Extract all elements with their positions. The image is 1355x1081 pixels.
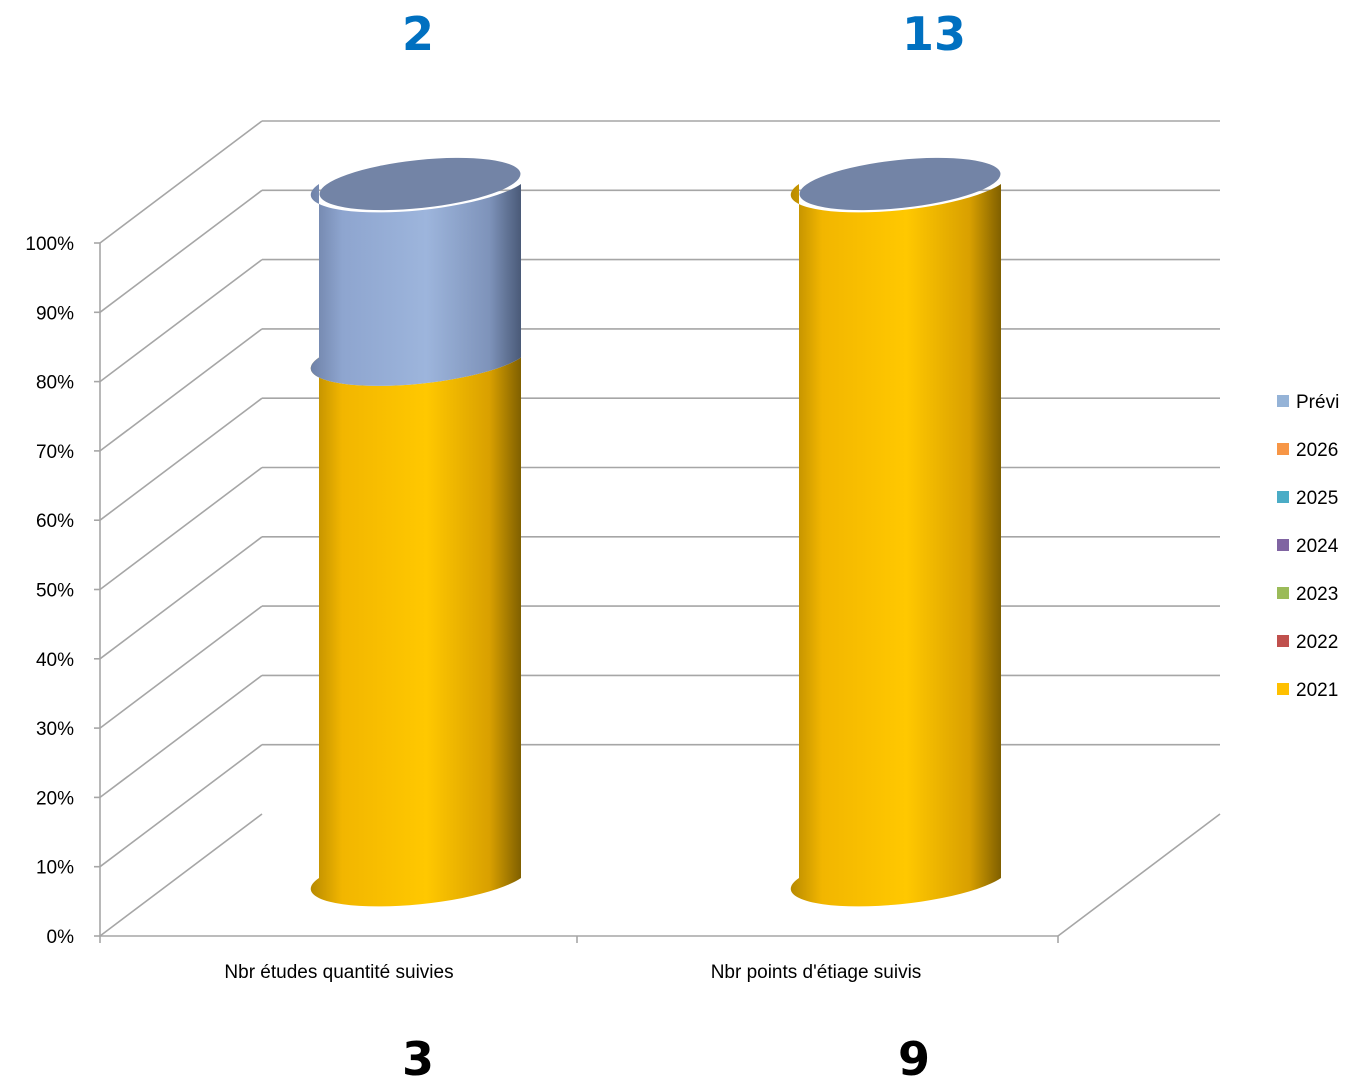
bar-segment-2021	[790, 184, 1001, 907]
floor-right-edge	[1057, 813, 1221, 937]
legend-swatch	[1277, 491, 1289, 503]
side-gridline	[99, 605, 263, 729]
y-tick-label: 50%	[36, 581, 74, 602]
chart-grid	[99, 120, 1221, 937]
legend: Prévi 2026 2025 2024 2023 2022 2021	[1277, 392, 1339, 701]
y-tick-label: 0%	[47, 927, 75, 948]
legend-swatch	[1277, 539, 1289, 551]
side-gridline	[99, 258, 263, 383]
category-label: Nbr études quantité suivies	[224, 962, 453, 983]
y-tick-label: 20%	[36, 788, 74, 809]
y-tick-label: 70%	[36, 442, 74, 463]
side-gridline	[99, 328, 263, 452]
side-gridline	[99, 120, 263, 244]
y-tick-label: 30%	[36, 719, 74, 740]
y-tick-label: 90%	[36, 303, 74, 324]
side-gridline	[99, 674, 263, 799]
legend-label: 2021	[1296, 680, 1338, 701]
y-tick-label: 10%	[36, 858, 74, 879]
y-tick-label: 100%	[25, 234, 74, 255]
side-gridline	[99, 813, 263, 937]
bars	[310, 157, 1001, 907]
bar-top-cap	[799, 157, 1001, 211]
y-tick-label: 80%	[36, 373, 74, 394]
legend-swatch	[1277, 683, 1289, 695]
top-value-label: 2	[402, 7, 434, 61]
bar-segment-prévi	[310, 184, 521, 386]
legend-label: Prévi	[1296, 392, 1339, 413]
bottom-value-label: 3	[402, 1032, 434, 1081]
annotations: 2 13 3 9	[402, 7, 966, 1081]
legend-swatch	[1277, 443, 1289, 455]
side-gridline	[99, 536, 263, 660]
category-labels: Nbr études quantité suivies Nbr points d'…	[224, 962, 921, 983]
legend-swatch	[1277, 587, 1289, 599]
side-gridline	[99, 397, 263, 521]
bar-top-cap	[319, 157, 521, 211]
legend-label: 2025	[1296, 488, 1338, 509]
legend-swatch	[1277, 635, 1289, 647]
legend-swatch	[1277, 395, 1289, 407]
legend-label: 2026	[1296, 440, 1338, 461]
bar-segment-2021	[310, 357, 521, 907]
bottom-value-label: 9	[898, 1032, 930, 1081]
legend-label: 2022	[1296, 632, 1338, 653]
legend-label: 2024	[1296, 536, 1339, 557]
y-tick-label: 60%	[36, 511, 74, 532]
side-gridline	[99, 466, 263, 591]
side-gridline	[99, 744, 263, 868]
y-axis: 0% 10% 20% 30% 40% 50% 60% 70% 80% 90% 100%	[25, 234, 1059, 948]
side-gridline	[99, 189, 263, 313]
legend-label: 2023	[1296, 584, 1338, 605]
top-value-label: 13	[902, 7, 966, 61]
y-tick-label: 40%	[36, 650, 74, 671]
category-label: Nbr points d'étiage suivis	[711, 962, 922, 983]
